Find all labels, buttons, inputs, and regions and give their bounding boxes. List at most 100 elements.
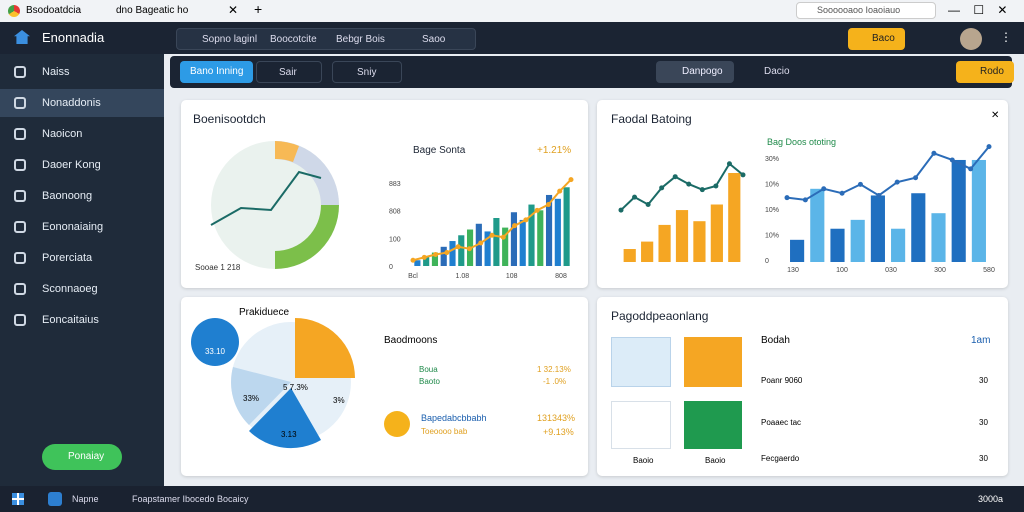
tile [684, 401, 742, 449]
toolbar-tab[interactable]: Sair [256, 61, 322, 83]
highlight-icon [384, 411, 410, 437]
bar [528, 204, 535, 266]
bar [623, 249, 636, 262]
row-label: Boua [419, 365, 438, 374]
search-tab[interactable]: Bebgr Bois [336, 34, 385, 45]
toolbar-tab[interactable]: Dacio [764, 66, 790, 77]
nav-label: Naiss [42, 66, 70, 78]
search-tab[interactable]: Boocotcite [270, 34, 317, 45]
pie-segment [231, 367, 291, 425]
search-tab[interactable]: Sopno laginl [202, 34, 258, 45]
nav-item[interactable]: Baonoong [0, 182, 164, 210]
tab[interactable]: Bsodoatdcia [26, 5, 82, 16]
header-button[interactable]: Baco [848, 28, 905, 50]
sidebar: Naiss Nonaddonis Naoicon Daoer Kong Baonoong… [0, 54, 164, 486]
bar [493, 218, 500, 266]
line-point [478, 240, 484, 246]
change: +1.21% [537, 145, 572, 156]
avatar[interactable] [960, 28, 982, 50]
line-point [557, 188, 563, 194]
nav-icon [14, 66, 26, 78]
bar [423, 256, 430, 266]
toolbar: Bano Inning Sair Sniy Danpogo Dacio Rodo [170, 56, 1014, 88]
search-icon[interactable] [48, 492, 62, 506]
nav-item[interactable]: Nonaddonis [0, 89, 164, 117]
donut-segment [275, 205, 339, 269]
bar [891, 228, 906, 262]
line-point [931, 150, 937, 156]
search-tab[interactable]: Saoo [422, 34, 446, 45]
row-label: Poaaec tac [761, 418, 802, 427]
y-tick-label: 10% [765, 233, 779, 240]
card-title: Boenisootdch [193, 112, 266, 126]
bar [870, 195, 885, 262]
bar [545, 194, 553, 266]
bar [458, 235, 465, 266]
bar [484, 231, 491, 266]
y-tick-label: 30% [765, 156, 779, 163]
tab[interactable]: dno Bageatic ho [116, 5, 189, 16]
row-label: Poanr 9060 [761, 376, 803, 385]
toolbar-tab[interactable]: Bano Inning [180, 61, 254, 83]
toolbar-button[interactable]: Rodo [956, 61, 1014, 83]
line-point [455, 244, 461, 250]
nav-item[interactable]: Naiss [0, 58, 164, 86]
bar [710, 204, 723, 262]
address-bar[interactable]: Soooooaoo Ioaoiauo [796, 2, 936, 19]
window-controls[interactable]: — ☐ ✕ [948, 3, 1008, 17]
card-title: Pagoddpeaonlang [611, 309, 709, 323]
nav-item[interactable]: Porerciata [0, 244, 164, 272]
nav-icon [14, 97, 26, 109]
line-point [410, 257, 416, 263]
nav-label: Nonaddonis [42, 97, 101, 109]
line-point [632, 194, 638, 200]
y-tick-label: 0 [765, 258, 769, 265]
toolbar-tab[interactable]: Danpogo [656, 61, 734, 83]
bar [693, 221, 706, 262]
nav-item[interactable]: Eononaiaing [0, 213, 164, 241]
nav-label: Eoncaitaius [42, 314, 99, 326]
donut-line [210, 170, 322, 226]
tile-label: Baoio [633, 456, 654, 465]
nav-item[interactable]: Naoicon [0, 120, 164, 148]
line-point [857, 181, 863, 187]
taskbar-search[interactable]: Napne [72, 494, 99, 504]
line-point [802, 197, 808, 203]
close[interactable]: ✕ [991, 110, 1000, 121]
line-point [913, 175, 919, 181]
menu[interactable]: ⋮ [1000, 30, 1012, 44]
taskbar-app[interactable]: Foapstamer Ibocedo Bocaicy [132, 494, 249, 504]
line-point [489, 232, 495, 238]
sidebar-button[interactable]: Ponaiay [42, 444, 122, 470]
nav-item[interactable]: Daoer Kong [0, 151, 164, 179]
nav-item[interactable]: Sconnaoeg [0, 275, 164, 303]
small-pie [191, 318, 239, 366]
legend: Bage Sonta [413, 145, 466, 156]
bar [951, 159, 966, 262]
line-point [672, 174, 678, 180]
app-header: Enonnadia Sopno laginl Boocotcite Bebgr … [0, 22, 1024, 54]
pie-label: 3.13 [281, 430, 297, 439]
bar [728, 172, 741, 262]
card-chart: 30% 10% 10% 10% 0 130 100 030 300 580 [618, 144, 995, 274]
line [620, 162, 744, 211]
line-point [421, 254, 427, 260]
nav-icon [14, 252, 26, 264]
line-point [726, 161, 732, 167]
card: Faodal Batoing ✕ Bag Doos ototing 30% 10%… [597, 100, 1008, 288]
close-tab[interactable]: ✕ [228, 3, 239, 17]
toolbar-tab[interactable]: Sniy [332, 61, 402, 83]
search-bar[interactable] [176, 28, 476, 50]
pie-label: 33% [243, 394, 259, 403]
bar [502, 227, 509, 266]
x-tick-label: 030 [885, 267, 897, 274]
nav-icon [14, 190, 26, 202]
new-tab[interactable]: + [254, 1, 263, 17]
line-point [500, 234, 506, 240]
bar [830, 228, 845, 262]
nav-item[interactable]: Eoncaitaius [0, 306, 164, 334]
x-tick-label: 108 [506, 273, 518, 280]
start[interactable] [12, 493, 24, 505]
nav-icon [14, 128, 26, 140]
card: Boenisootdch 883 808 100 0 Bcl 1.08 108 808 Soo… [181, 100, 588, 288]
